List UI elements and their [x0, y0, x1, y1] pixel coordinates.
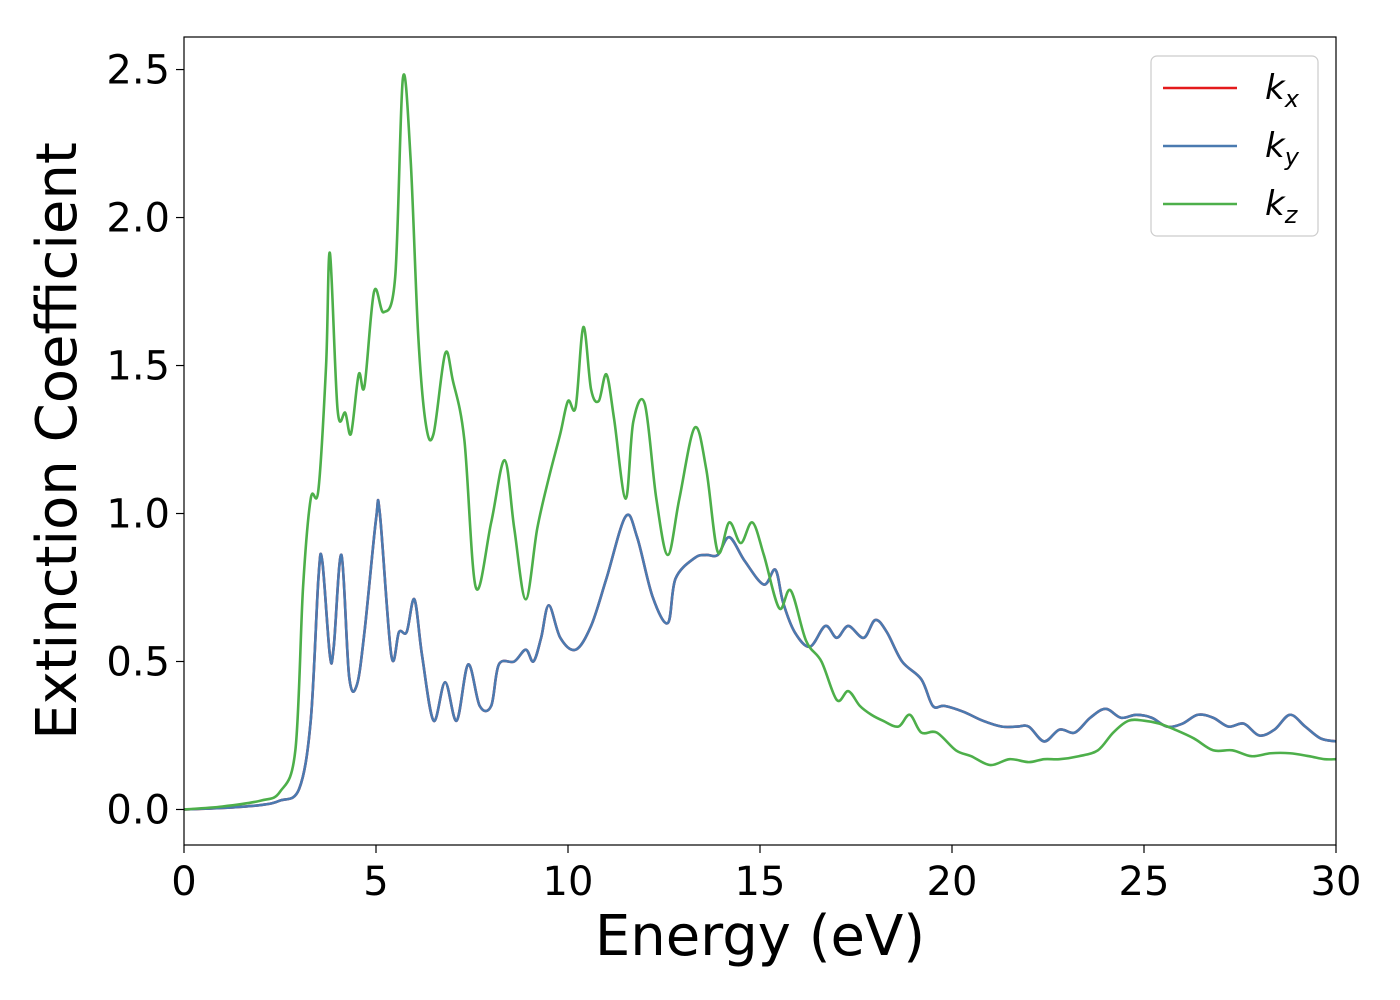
x-tick-label: 5	[363, 859, 388, 905]
x-tick-label: 10	[543, 859, 594, 905]
x-tick-label: 0	[171, 859, 196, 905]
x-axis-ticks: 0 5 10 15 20 25 30	[171, 845, 1361, 905]
y-axis-label: Extinction Coefficient	[25, 142, 90, 740]
y-tick-label: 0.5	[106, 639, 170, 685]
x-tick-label: 15	[735, 859, 786, 905]
series-layer	[184, 73, 1336, 811]
y-tick-label: 2.5	[106, 48, 170, 94]
y-axis-ticks: 0.0 0.5 1.0 1.5 2.0 2.5	[106, 48, 184, 833]
y-tick-label: 0.0	[106, 787, 170, 833]
x-tick-label: 25	[1119, 859, 1170, 905]
x-tick-label: 20	[927, 859, 978, 905]
x-axis-label: Energy (eV)	[595, 904, 925, 969]
y-tick-label: 1.5	[106, 344, 170, 390]
series-line-k-z	[184, 73, 1336, 811]
y-tick-label: 2.0	[106, 196, 170, 242]
y-tick-label: 1.0	[106, 492, 170, 538]
x-tick-label: 30	[1311, 859, 1362, 905]
series-line-k-y	[184, 498, 1336, 811]
